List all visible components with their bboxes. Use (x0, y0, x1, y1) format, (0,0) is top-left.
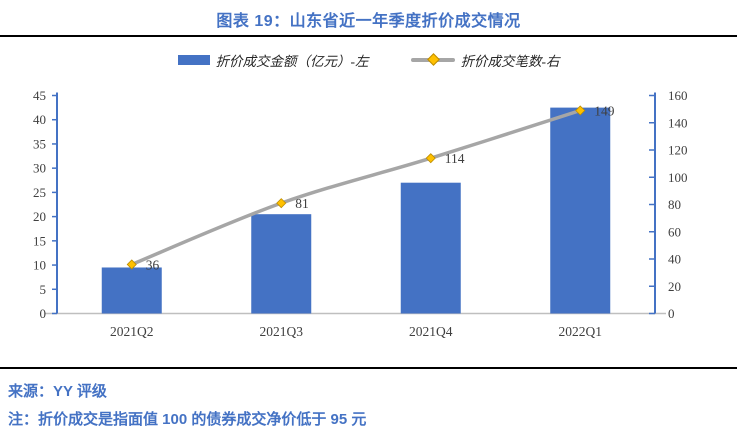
right-axis-label-160: 160 (668, 88, 688, 103)
right-axis-label-20: 20 (668, 279, 681, 294)
right-axis-label-100: 100 (668, 170, 688, 185)
bar-series-label: 折价成交金额（亿元）-左 (215, 54, 369, 69)
bottom-divider-line (0, 367, 737, 369)
right-axis-label-140: 140 (668, 115, 688, 130)
right-axis-label-80: 80 (668, 197, 681, 212)
left-axis-label-35: 35 (33, 136, 46, 151)
line-series-swatch (410, 53, 455, 66)
bar-2022Q1 (550, 107, 611, 314)
left-axis-label-10: 10 (33, 258, 46, 273)
data-label-2021Q2: 36 (146, 257, 160, 272)
x-axis-label-2021Q4: 2021Q4 (409, 324, 453, 339)
x-axis-label-2021Q3: 2021Q3 (260, 324, 304, 339)
left-axis-label-20: 20 (33, 209, 46, 224)
right-axis-label-60: 60 (668, 224, 681, 239)
left-axis-label-5: 5 (40, 282, 47, 297)
bar-series-swatch (177, 55, 210, 65)
note-text: 注：折价成交是指面值 100 的债券成交净价低于 95 元 (8, 411, 367, 428)
trend-line (130, 108, 582, 267)
bar-2021Q2 (101, 267, 162, 314)
top-divider-line (0, 35, 737, 37)
data-label-2021Q4: 114 (445, 151, 465, 166)
diamond-marker-2022Q1 (575, 105, 586, 116)
diamond-marker-2021Q4 (425, 153, 436, 164)
diamond-marker-2021Q3 (276, 198, 287, 209)
x-axis-label-2022Q1: 2022Q1 (559, 324, 603, 339)
diamond-marker-2021Q2 (126, 259, 137, 270)
left-axis-label-40: 40 (33, 112, 46, 127)
right-axis-label-40: 40 (668, 252, 681, 267)
bar-2021Q4 (400, 182, 461, 314)
source-text: 来源：YY 评级 (8, 383, 107, 400)
chart-legend: 折价成交金额（亿元）-左 折价成交笔数-右 (0, 50, 737, 70)
right-axis-label-120: 120 (668, 143, 688, 158)
data-label-2021Q3: 81 (295, 196, 309, 211)
chart-title: 图表 19：山东省近一年季度折价成交情况 (216, 13, 521, 30)
x-axis-label-2021Q2: 2021Q2 (110, 324, 154, 339)
legend-item-bar-series: 折价成交金额（亿元）-左 (177, 50, 369, 70)
data-label-2022Q1: 149 (594, 103, 615, 118)
left-axis-label-25: 25 (33, 185, 46, 200)
bar-2021Q3 (251, 214, 312, 314)
legend-item-line-series: 折价成交笔数-右 (410, 50, 560, 70)
right-axis-label-0: 0 (668, 306, 675, 321)
line-series-label: 折价成交笔数-右 (460, 54, 560, 69)
left-axis-label-30: 30 (33, 161, 46, 176)
left-axis-label-45: 45 (33, 88, 46, 103)
left-axis-label-15: 15 (33, 233, 46, 248)
left-axis-label-0: 0 (40, 306, 47, 321)
